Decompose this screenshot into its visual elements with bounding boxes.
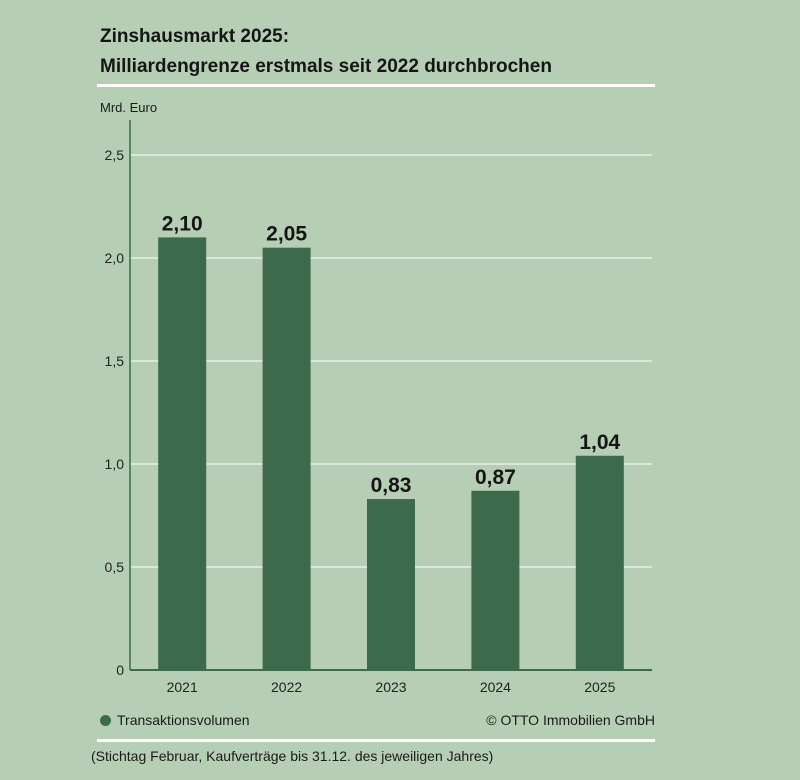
bar-2021 [158,237,207,670]
x-tick-label: 2021 [167,679,198,695]
bar-2022 [262,247,311,670]
y-tick-label: 2,0 [105,250,125,266]
data-label: 0,87 [475,466,516,489]
y-axis-label: Mrd. Euro [100,100,158,115]
y-tick-label: 1,0 [105,456,125,472]
legend: Transaktionsvolumen [100,712,250,728]
footnote: (Stichtag Februar, Kaufverträge bis 31.1… [91,748,494,764]
bar-2025 [575,455,624,670]
data-label: 0,83 [371,474,412,497]
title-divider [97,84,655,87]
bar-2024 [471,490,520,670]
y-tick-label: 2,5 [105,147,125,163]
legend-swatch [100,714,111,726]
copyright: © OTTO Immobilien GmbH [486,712,655,728]
y-tick-label: 0,5 [105,559,125,575]
x-tick-label: 2023 [375,679,406,695]
chart-title: Zinshausmarkt 2025: Milliardengrenze ers… [100,22,552,82]
footer-divider [97,739,655,742]
bar-2023 [367,499,415,670]
data-label: 1,04 [579,431,620,454]
title-line-2: Milliardengrenze erstmals seit 2022 durc… [100,56,552,77]
data-label: 2,05 [266,223,307,246]
legend-label: Transaktionsvolumen [117,712,250,728]
title-line-1: Zinshausmarkt 2025: [100,26,290,47]
y-tick-label: 1,5 [105,353,125,369]
x-tick-label: 2022 [271,679,302,695]
x-tick-label: 2024 [480,679,511,695]
y-tick-label: 0 [116,662,124,678]
data-label: 2,10 [162,212,203,235]
x-tick-label: 2025 [584,679,615,695]
